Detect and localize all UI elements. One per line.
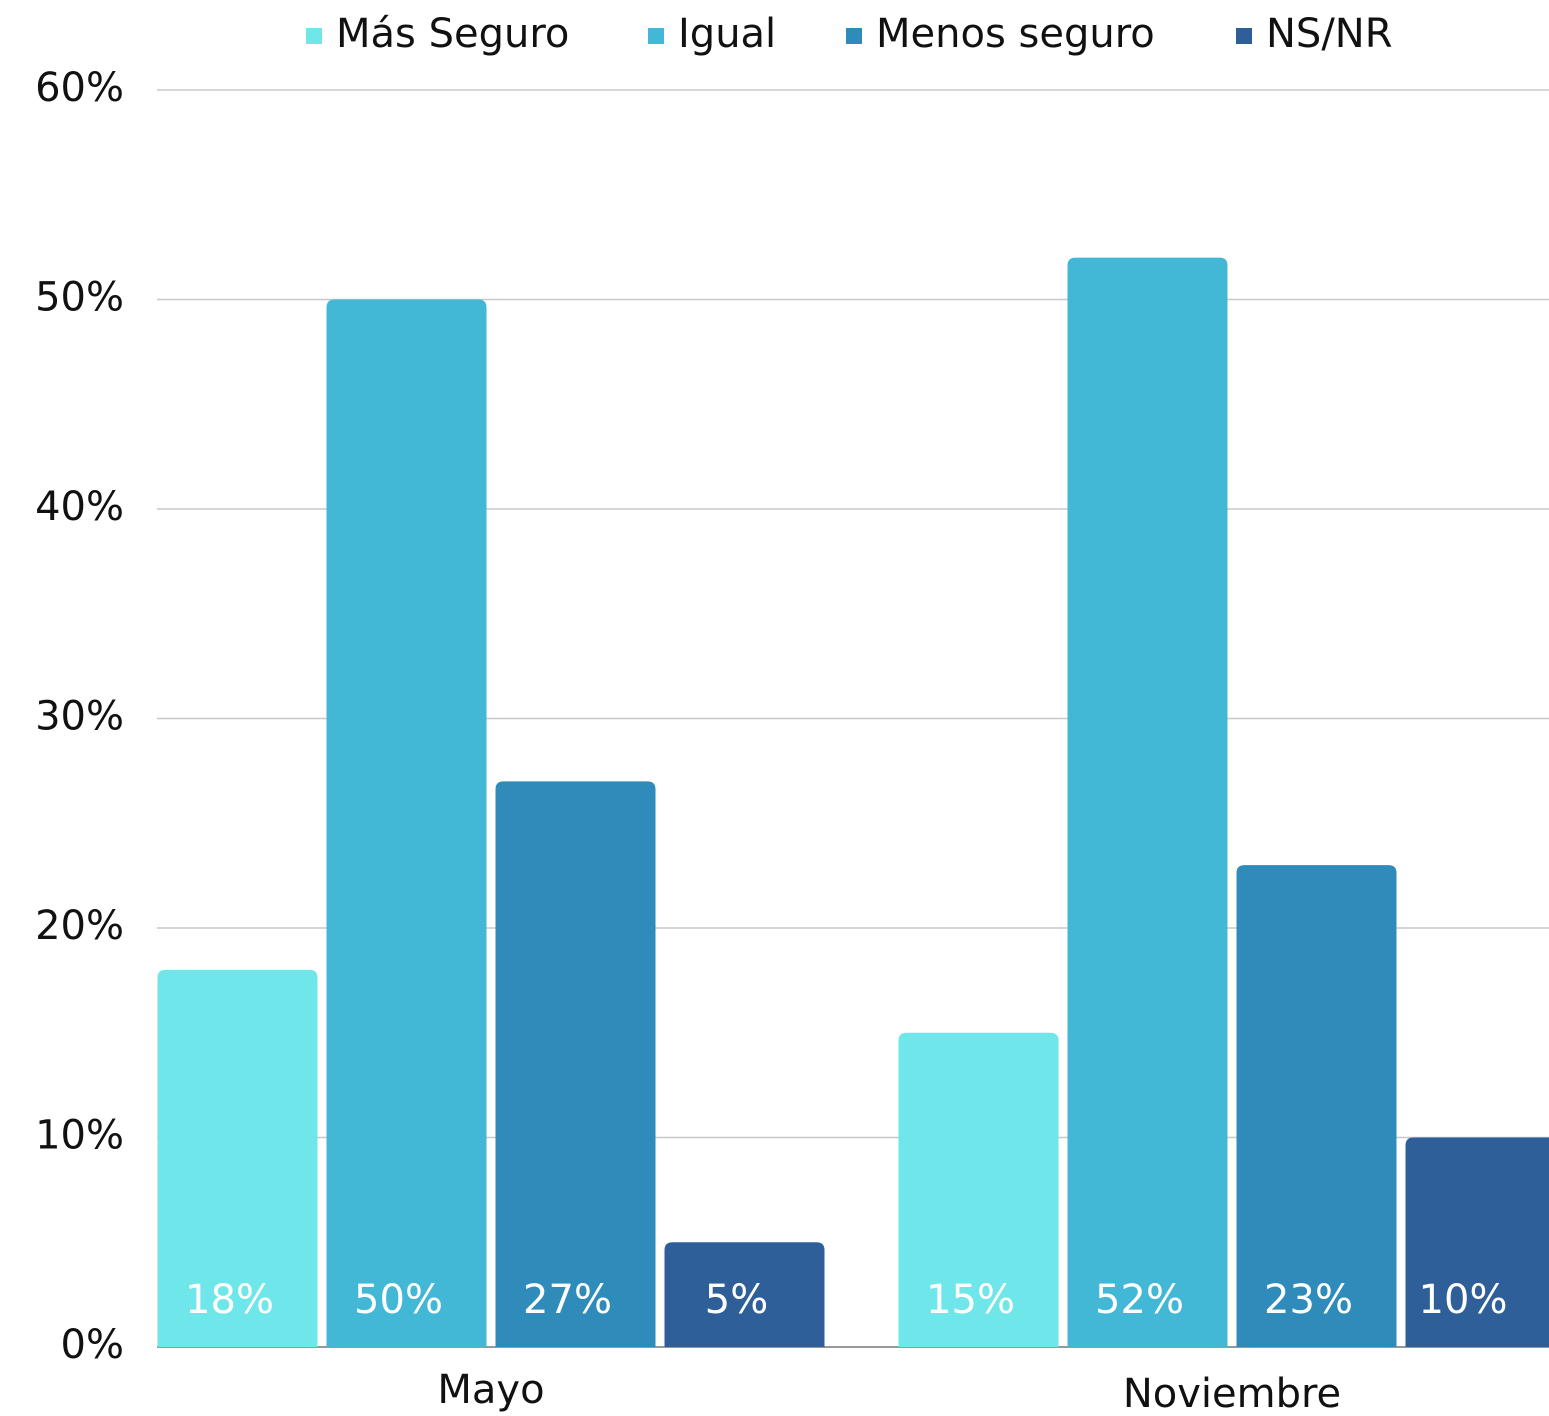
bar xyxy=(1405,1137,1549,1347)
y-tick-label: 50% xyxy=(35,275,124,321)
y-tick-label: 60% xyxy=(35,65,124,111)
y-tick-label: 20% xyxy=(35,903,124,949)
data-label: 5% xyxy=(705,1277,768,1323)
x-tick-label: Noviembre xyxy=(1123,1371,1341,1416)
bar xyxy=(664,1242,825,1347)
data-label: 18% xyxy=(185,1277,274,1323)
x-tick-label: Mayo xyxy=(437,1367,544,1413)
y-tick-label: 30% xyxy=(35,694,124,740)
bar xyxy=(326,299,487,1347)
legend-label: Igual xyxy=(678,11,776,57)
legend-marker xyxy=(306,28,322,44)
bar xyxy=(495,781,656,1347)
legend-label: Más Seguro xyxy=(336,11,569,57)
data-label: 10% xyxy=(1419,1277,1508,1323)
data-label: 23% xyxy=(1264,1277,1353,1323)
bar xyxy=(1236,865,1397,1347)
bar xyxy=(898,1032,1059,1347)
legend-marker xyxy=(648,28,664,44)
legend-marker xyxy=(1236,28,1252,44)
bar xyxy=(157,969,318,1347)
y-tick-label: 10% xyxy=(35,1113,124,1159)
bar xyxy=(1067,257,1228,1348)
data-label: 15% xyxy=(926,1277,1015,1323)
data-label: 52% xyxy=(1095,1277,1184,1323)
legend-marker xyxy=(846,28,862,44)
legend-label: Menos seguro xyxy=(876,11,1155,57)
legend-label: NS/NR xyxy=(1266,11,1393,57)
y-tick-label: 40% xyxy=(35,484,124,530)
data-label: 27% xyxy=(523,1277,612,1323)
data-label: 50% xyxy=(354,1277,443,1323)
y-tick-label: 0% xyxy=(61,1322,124,1368)
